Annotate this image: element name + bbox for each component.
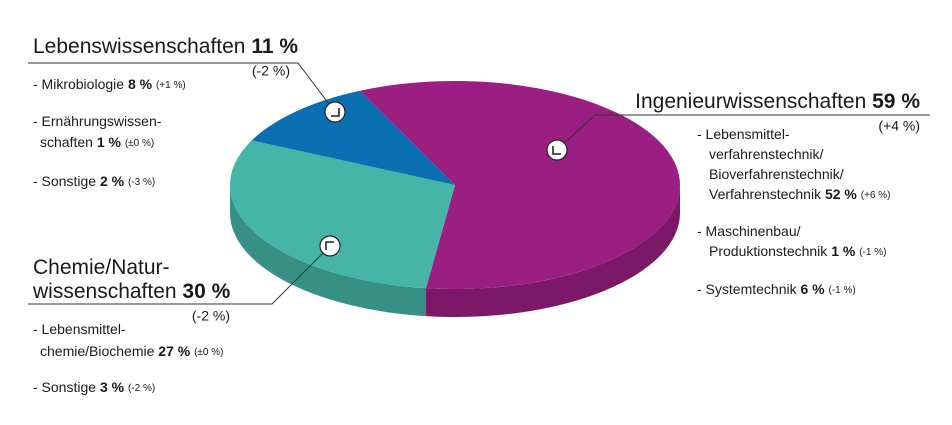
detail-label: Produktionstechnik 1 % (-1 %) xyxy=(709,243,886,259)
category-label: Lebenswissenschaften 11 % xyxy=(33,35,298,58)
leader-line xyxy=(556,114,930,151)
detail-label: - Sonstige 3 % (-2 %) xyxy=(33,379,155,395)
leader-line xyxy=(28,245,331,305)
detail-text: verfahrenstechnik/ xyxy=(709,146,824,162)
change-label: (-2 %) xyxy=(192,308,230,324)
detail-value: 27 % xyxy=(158,343,190,359)
category-label: wissenschaften 30 % xyxy=(32,280,231,303)
category-label: Chemie/Natur- xyxy=(33,256,170,279)
change-label: (-2 %) xyxy=(252,63,290,79)
detail-text: - Lebensmittel- xyxy=(33,321,126,337)
detail-change: (-1 %) xyxy=(829,285,856,296)
detail-text: - Lebensmittel- xyxy=(697,126,790,142)
detail-change: (-1 %) xyxy=(859,247,886,258)
detail-text: - Mikrobiologie xyxy=(33,76,124,92)
pie-slice xyxy=(359,81,680,289)
detail-label: - Maschinenbau/ xyxy=(697,223,801,239)
detail-change: (+6 %) xyxy=(861,190,891,201)
detail-label: - Sonstige 2 % (-3 %) xyxy=(33,173,155,189)
detail-label: Verfahrenstechnik 52 % (+6 %) xyxy=(709,186,891,202)
detail-text: Produktionstechnik xyxy=(709,243,828,259)
detail-value: 8 % xyxy=(128,76,153,92)
category-text: Chemie/Natur- xyxy=(33,256,170,279)
detail-value: 3 % xyxy=(100,379,125,395)
detail-change: (±0 %) xyxy=(194,347,223,358)
detail-value: 6 % xyxy=(800,281,825,297)
marker-glyph xyxy=(325,241,334,250)
detail-text: - Maschinenbau/ xyxy=(697,223,801,239)
detail-text: - Systemtechnik xyxy=(697,281,798,297)
pie-slice xyxy=(251,90,455,185)
detail-text: - Sonstige xyxy=(33,379,96,395)
detail-change: (+1 %) xyxy=(156,80,186,91)
change-label: (+4 %) xyxy=(878,118,920,134)
detail-text: schaften xyxy=(40,134,93,150)
detail-label: - Mikrobiologie 8 % (+1 %) xyxy=(33,76,186,92)
detail-value: 2 % xyxy=(100,173,125,189)
detail-change: (-2 %) xyxy=(128,383,155,394)
value-label: 59 % xyxy=(872,90,920,113)
marker-circle xyxy=(319,235,341,257)
detail-label: verfahrenstechnik/ xyxy=(709,146,824,162)
detail-change: (-3 %) xyxy=(128,177,155,188)
detail-label: - Ernährungswissen- xyxy=(33,113,162,129)
detail-label: - Systemtechnik 6 % (-1 %) xyxy=(697,281,856,297)
detail-label: Bioverfahrenstechnik/ xyxy=(709,166,844,182)
detail-text: - Ernährungswissen- xyxy=(33,113,162,129)
category-text: Ingenieurwissenschaften xyxy=(635,90,866,113)
pie-slice xyxy=(229,140,455,289)
slice-side xyxy=(426,185,680,317)
detail-value: 1 % xyxy=(97,134,122,150)
detail-text: - Sonstige xyxy=(33,173,96,189)
value-label: 11 % xyxy=(251,35,298,58)
detail-text: chemie/Biochemie xyxy=(40,343,155,359)
value-label: 30 % xyxy=(182,280,230,303)
marker-glyph xyxy=(331,108,340,117)
detail-label: schaften 1 % (±0 %) xyxy=(40,134,154,150)
detail-label: chemie/Biochemie 27 % (±0 %) xyxy=(40,343,223,359)
detail-value: 1 % xyxy=(831,243,856,259)
detail-label: - Lebensmittel- xyxy=(33,321,126,337)
detail-value: 52 % xyxy=(825,186,857,202)
category-text: wissenschaften xyxy=(32,280,177,303)
detail-text: Bioverfahrenstechnik/ xyxy=(709,166,844,182)
detail-text: Verfahrenstechnik xyxy=(709,186,822,202)
marker-circle xyxy=(546,139,568,161)
detail-label: - Lebensmittel- xyxy=(697,126,790,142)
marker-circle xyxy=(324,101,346,123)
marker-glyph xyxy=(552,146,561,155)
category-text: Lebenswissenschaften xyxy=(33,35,245,58)
leader-line xyxy=(28,62,336,113)
detail-change: (±0 %) xyxy=(125,138,154,149)
slice-side xyxy=(230,185,427,317)
category-label: Ingenieurwissenschaften 59 % xyxy=(635,90,920,113)
